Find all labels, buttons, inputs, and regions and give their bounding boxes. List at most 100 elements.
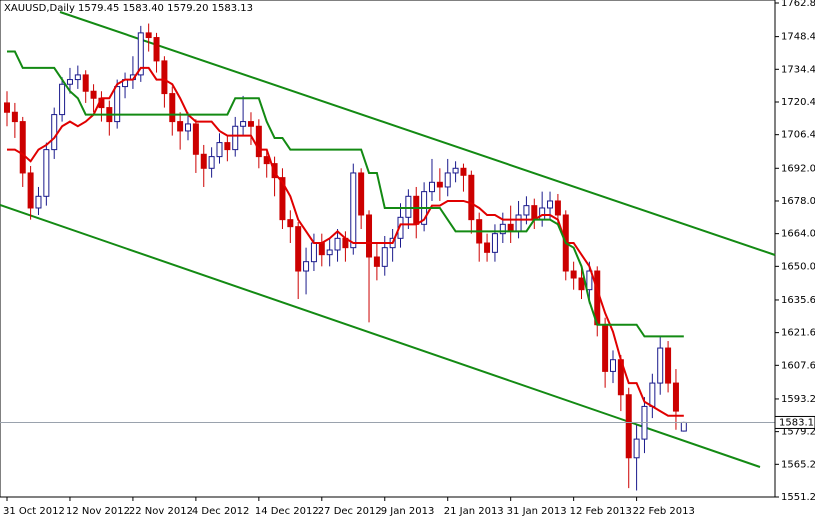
candle-body (303, 261, 310, 272)
candle-body (90, 90, 97, 99)
x-tick-label: 14 Dec 2012 (255, 506, 319, 517)
candle-body (82, 74, 89, 92)
candle-body (554, 200, 561, 216)
candle-body (578, 277, 585, 291)
candle-body (484, 242, 491, 253)
candle-body (625, 394, 632, 459)
x-tick-label: 27 Dec 2012 (318, 506, 382, 517)
channel-upper (59, 11, 776, 256)
candle-body (609, 359, 616, 372)
candle-body (358, 172, 365, 216)
candle-body (66, 79, 73, 85)
candle-body (381, 247, 388, 267)
candle-body (145, 32, 152, 39)
x-tick-label: 12 Feb 2013 (570, 506, 632, 517)
candle-body (334, 237, 341, 251)
price-label: 1583.13 (779, 417, 815, 428)
x-tick-label: 22 Nov 2012 (129, 506, 193, 517)
y-tick-label: 1621.6 (781, 328, 815, 339)
y-tick-label: 1551.2 (781, 492, 815, 503)
x-tick-label: 12 Nov 2012 (66, 506, 130, 517)
x-tick-label: 21 Jan 2013 (444, 506, 504, 517)
candle-body (4, 102, 10, 113)
y-tick-label: 1762.80 (781, 0, 815, 9)
candle-body (216, 142, 223, 158)
y-tick-label: 1579.2 (781, 427, 815, 438)
x-tick-label: 4 Dec 2012 (192, 506, 250, 517)
price-label-box (774, 415, 815, 429)
x-tick-label: 22 Feb 2013 (633, 506, 695, 517)
y-tick-label: 1593.2 (781, 394, 815, 405)
candle-body (19, 121, 26, 174)
y-tick-label: 1607.6 (781, 360, 815, 371)
candle-body (137, 32, 144, 76)
candle-body (326, 249, 333, 256)
candle-body (279, 177, 286, 221)
candle-body (460, 167, 467, 176)
candle-body (491, 233, 498, 253)
y-tick-label: 1664.00 (781, 229, 815, 240)
candle-body (405, 195, 412, 218)
indicator-line (7, 66, 684, 417)
candle-body (59, 83, 66, 116)
candle-body (570, 270, 577, 279)
candle-body (295, 226, 302, 272)
candle-body (507, 223, 514, 232)
indicator-line (7, 50, 684, 338)
candle-body (413, 195, 420, 225)
candle-body (602, 324, 609, 372)
candle-body (287, 219, 294, 228)
candle-body (665, 347, 672, 384)
y-tick-label: 1748.4 (781, 32, 815, 43)
x-tick-label: 31 Jan 2013 (507, 506, 567, 517)
candle-body (240, 121, 247, 127)
y-tick-label: 1650.00 (781, 261, 815, 272)
candle-body (11, 111, 18, 123)
candle-body (649, 382, 656, 407)
candle-body (51, 114, 58, 151)
candle-body (539, 207, 546, 221)
candle-body (350, 172, 357, 249)
candle-body (468, 174, 475, 221)
y-tick-label: 1678.00 (781, 196, 815, 207)
candle-body (680, 421, 687, 432)
candle-body (247, 121, 254, 127)
candle-body (232, 125, 239, 151)
candle-body (310, 242, 317, 263)
x-tick-label: 31 Oct 2012 (3, 506, 65, 517)
candle-body (523, 205, 530, 216)
y-tick-label: 1635.6 (781, 295, 815, 306)
candle-body (35, 195, 42, 209)
candle-body (633, 438, 640, 459)
candle-body (444, 172, 451, 188)
candle-body (169, 93, 176, 123)
candle-body (255, 125, 262, 158)
candle-body (43, 149, 50, 197)
candle-body (547, 200, 554, 209)
candle-body (366, 214, 373, 258)
candle-body (153, 37, 160, 62)
y-tick-label: 1692.00 (781, 163, 815, 174)
candle-body (192, 123, 199, 155)
chart-title: XAUUSD,Daily 1579.45 1583.40 1579.20 158… (4, 3, 253, 14)
y-tick-label: 1734.4 (781, 64, 815, 75)
candle-body (452, 167, 459, 174)
candle-body (428, 181, 435, 193)
candle-body (208, 156, 215, 169)
candle-body (74, 74, 81, 81)
candle-body (373, 256, 380, 267)
candle-body (586, 270, 593, 291)
candle-body (177, 121, 184, 132)
y-tick-label: 1720.4 (781, 97, 815, 108)
candle-body (161, 60, 168, 95)
candle-body (499, 223, 506, 235)
y-tick-label: 1565.2 (781, 459, 815, 470)
candle-body (657, 347, 664, 384)
candle-body (200, 153, 207, 169)
candle-body (318, 242, 325, 256)
candle-body (672, 382, 679, 412)
candle-body (185, 123, 192, 132)
plot-layer (4, 23, 687, 491)
x-tick-label: 9 Jan 2013 (381, 506, 435, 517)
candle-body (27, 172, 34, 209)
